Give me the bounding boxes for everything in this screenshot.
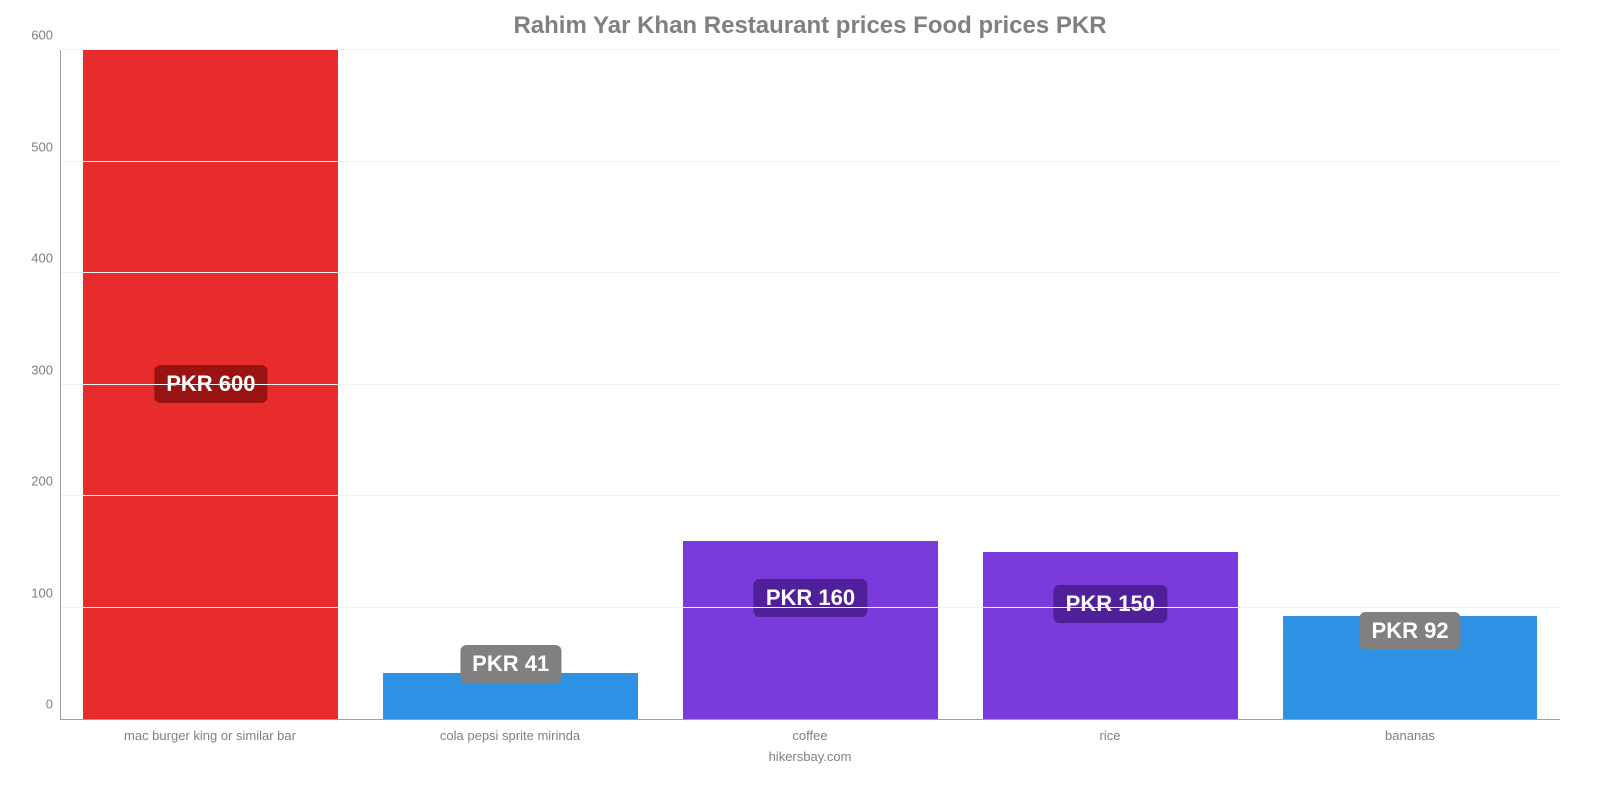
grid-line: [61, 495, 1560, 496]
x-axis-labels: mac burger king or similar barcola pepsi…: [60, 728, 1560, 743]
bar: [983, 552, 1238, 719]
grid-line: [61, 384, 1560, 385]
bars-container: PKR 600 PKR 41 PKR 160 PKR 150 PKR 92: [61, 50, 1560, 719]
y-tick-label: 600: [31, 28, 61, 43]
y-tick-label: 100: [31, 585, 61, 600]
chart-title: Rahim Yar Khan Restaurant prices Food pr…: [60, 0, 1560, 50]
plot-area: PKR 600PKR 41PKR 160PKR 150PKR 92 010020…: [60, 50, 1560, 720]
x-tick-label: mac burger king or similar bar: [60, 728, 360, 743]
x-tick-label: coffee: [660, 728, 960, 743]
x-tick-label: cola pepsi sprite mirinda: [360, 728, 660, 743]
bar-slot: PKR 150: [960, 50, 1260, 719]
y-tick-label: 400: [31, 251, 61, 266]
bar: [683, 541, 938, 719]
bar-slot: PKR 600: [61, 50, 361, 719]
grid-line: [61, 49, 1560, 50]
bar-slot: PKR 160: [661, 50, 961, 719]
x-tick-label: rice: [960, 728, 1260, 743]
x-tick-label: bananas: [1260, 728, 1560, 743]
grid-line: [61, 272, 1560, 273]
value-badge: PKR 160: [754, 579, 867, 617]
y-tick-label: 200: [31, 474, 61, 489]
y-tick-label: 0: [46, 697, 61, 712]
y-tick-label: 500: [31, 139, 61, 154]
grid-line: [61, 161, 1560, 162]
grid-line: [61, 607, 1560, 608]
value-badge: PKR 150: [1054, 585, 1167, 623]
y-tick-label: 300: [31, 362, 61, 377]
value-badge: PKR 41: [460, 645, 561, 683]
bar-slot: PKR 92: [1260, 50, 1560, 719]
value-badge: PKR 92: [1360, 612, 1461, 650]
price-chart: Rahim Yar Khan Restaurant prices Food pr…: [0, 0, 1600, 800]
bar-slot: PKR 41: [361, 50, 661, 719]
source-label: hikersbay.com: [60, 749, 1560, 764]
